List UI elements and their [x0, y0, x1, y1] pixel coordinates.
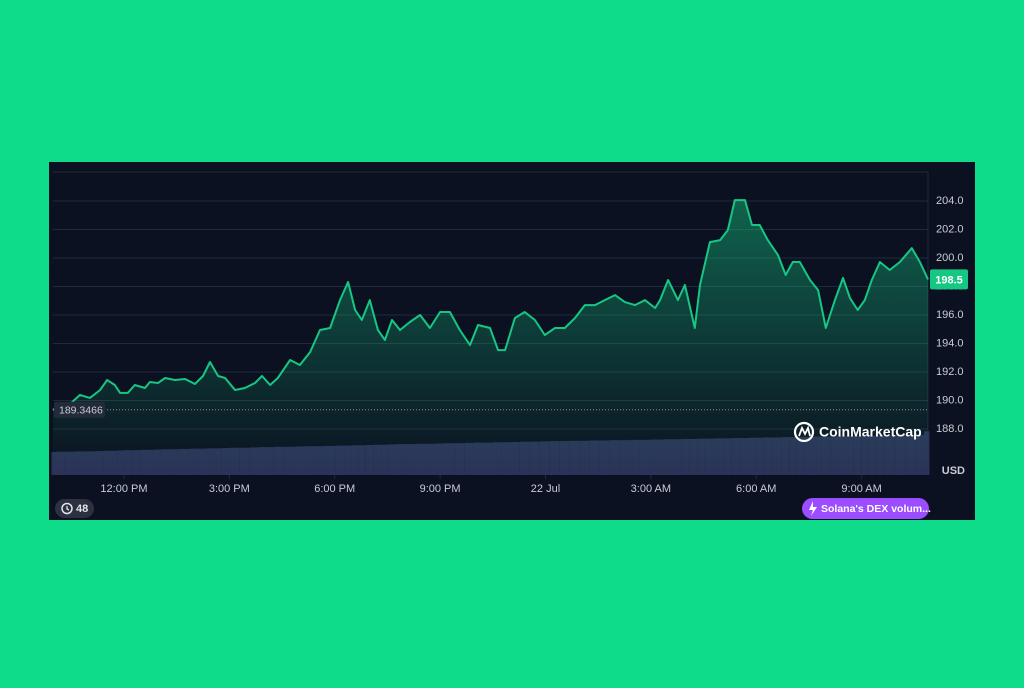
logo-mark [798, 425, 811, 437]
x-tick-label: 9:00 PM [420, 483, 461, 495]
y-tick-label: 200.0 [936, 252, 964, 264]
y-unit: USD [942, 465, 965, 477]
event-pill-text: Solana's DEX volum... [821, 503, 931, 515]
history-count: 48 [76, 503, 88, 515]
y-tick-label: 204.0 [936, 195, 964, 207]
event-icon [809, 501, 817, 516]
x-tick-label: 9:00 AM [841, 483, 881, 495]
history-icon [61, 502, 73, 515]
y-tick-label: 194.0 [936, 337, 964, 349]
y-tick-label: 202.0 [936, 223, 964, 235]
y-tick-label: 192.0 [936, 366, 964, 378]
current-price: 198.5 [935, 274, 963, 286]
x-tick-label: 3:00 AM [631, 483, 671, 495]
price-line [52, 199, 929, 411]
history-icon-hands [66, 506, 70, 511]
x-tick-label: 6:00 PM [314, 483, 355, 495]
y-tick-label: 188.0 [936, 423, 964, 435]
history-badge[interactable]: 48 [55, 499, 94, 518]
logo-icon [793, 421, 815, 443]
event-pill-bg [802, 498, 929, 519]
current-price-bg [930, 269, 968, 290]
reference-label-bg [54, 401, 105, 418]
reference-label: 189.3466 [59, 405, 103, 417]
x-tick-label: 6:00 AM [736, 483, 776, 495]
x-tick-label: 22 Jul [531, 483, 560, 495]
event-pill[interactable]: Solana's DEX volum... [802, 498, 931, 519]
y-tick-label: 190.0 [936, 394, 964, 406]
logo: CoinMarketCap [793, 421, 922, 443]
price-area [53, 200, 928, 475]
x-tick-label: 12:00 PM [100, 483, 147, 495]
y-tick-label: 196.0 [936, 309, 964, 321]
logo-text: CoinMarketCap [819, 424, 922, 440]
x-tick-label: 3:00 PM [209, 483, 250, 495]
